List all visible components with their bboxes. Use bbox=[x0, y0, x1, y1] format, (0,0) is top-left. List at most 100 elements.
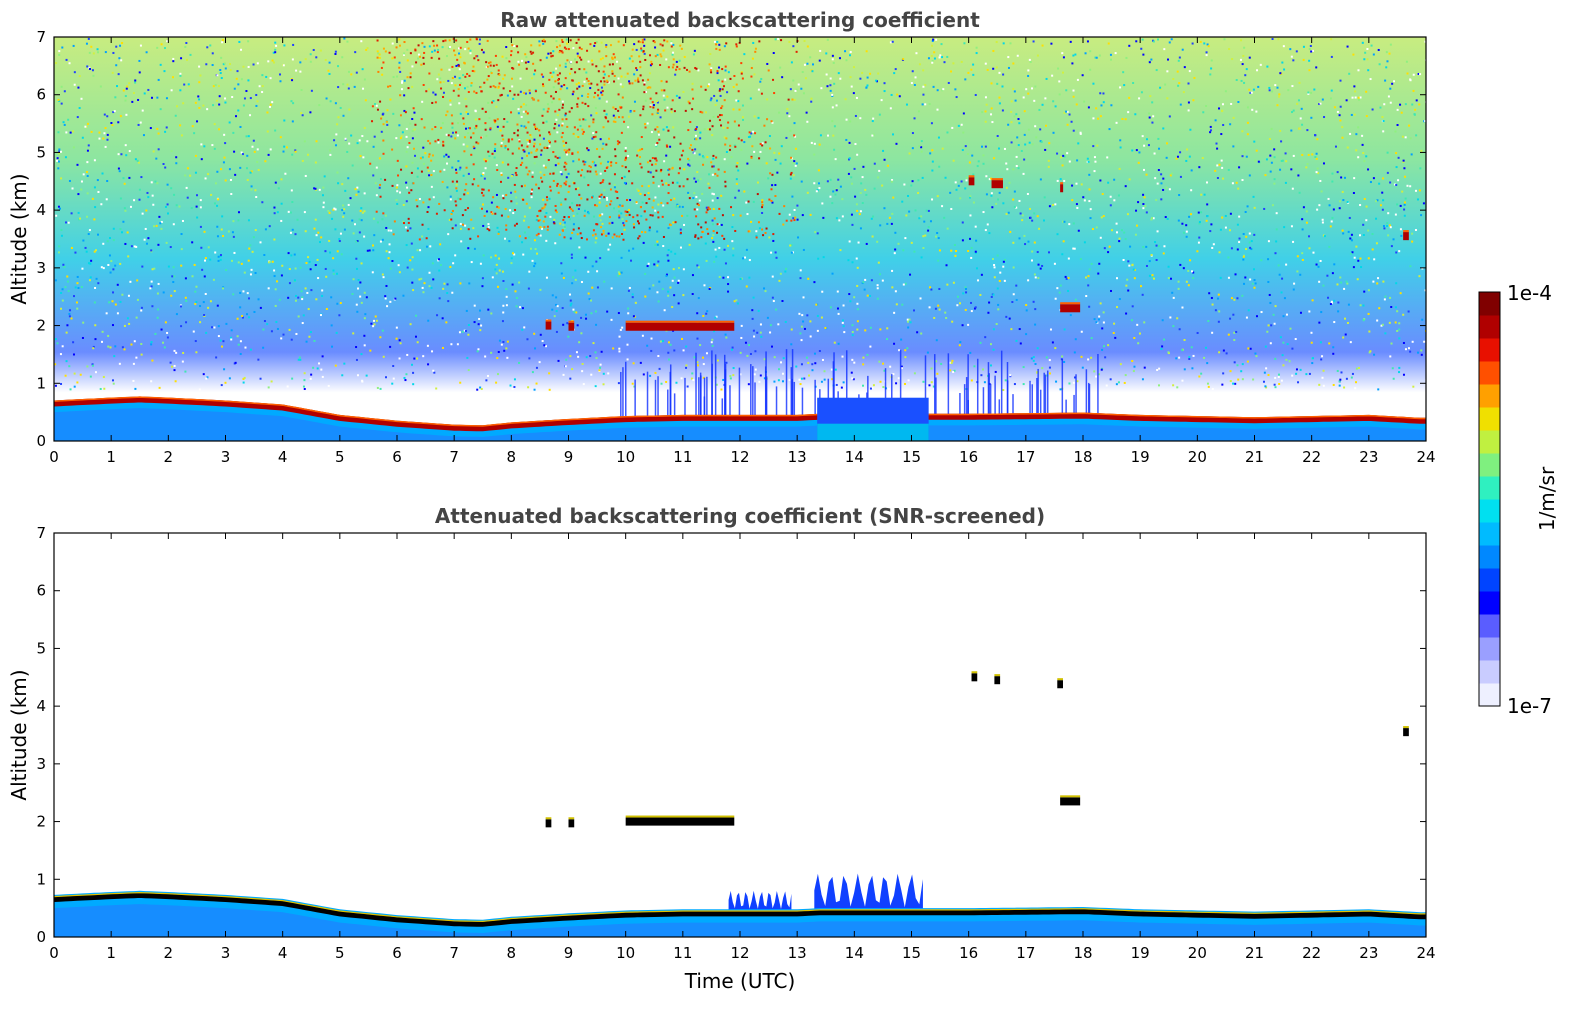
noise-speck bbox=[1217, 320, 1220, 323]
noise-speck-high bbox=[615, 161, 618, 164]
noise-speck bbox=[1072, 129, 1075, 132]
noise-speck bbox=[286, 385, 289, 388]
noise-speck-high bbox=[575, 41, 578, 44]
noise-speck bbox=[1187, 101, 1190, 104]
noise-speck bbox=[1255, 110, 1258, 113]
noise-speck bbox=[540, 153, 543, 156]
noise-speck bbox=[102, 267, 105, 270]
noise-speck bbox=[307, 308, 310, 311]
noise-speck-high bbox=[516, 123, 519, 126]
noise-speck bbox=[324, 250, 327, 253]
noise-speck bbox=[1418, 189, 1421, 192]
noise-speck bbox=[949, 361, 952, 364]
noise-speck bbox=[1110, 289, 1113, 292]
noise-speck bbox=[820, 87, 823, 90]
noise-speck-high bbox=[716, 70, 719, 73]
noise-speck bbox=[364, 313, 367, 316]
noise-speck-high bbox=[560, 136, 563, 139]
noise-speck bbox=[1265, 158, 1268, 161]
noise-speck bbox=[422, 146, 425, 149]
noise-speck bbox=[433, 371, 436, 374]
noise-speck bbox=[224, 97, 227, 100]
noise-speck bbox=[588, 298, 591, 301]
noise-speck bbox=[1346, 146, 1349, 149]
noise-speck bbox=[891, 212, 894, 215]
noise-speck bbox=[492, 100, 495, 103]
noise-speck bbox=[449, 103, 452, 106]
noise-speck bbox=[94, 324, 97, 327]
noise-speck bbox=[1277, 38, 1280, 41]
noise-speck bbox=[1355, 245, 1358, 248]
noise-speck bbox=[132, 379, 135, 382]
noise-speck bbox=[1238, 241, 1241, 244]
noise-speck bbox=[1334, 145, 1337, 148]
noise-speck bbox=[643, 44, 646, 47]
noise-speck bbox=[560, 272, 563, 275]
noise-speck bbox=[582, 383, 585, 386]
noise-speck bbox=[1041, 103, 1044, 106]
noise-speck bbox=[1283, 297, 1286, 300]
noise-speck-high bbox=[497, 99, 500, 102]
noise-speck bbox=[157, 282, 160, 285]
noise-speck bbox=[809, 320, 812, 323]
noise-speck-high bbox=[577, 38, 580, 41]
noise-speck-high bbox=[704, 88, 707, 91]
noise-speck-high bbox=[541, 207, 544, 210]
noise-speck bbox=[247, 135, 250, 138]
noise-speck bbox=[716, 359, 719, 362]
noise-speck bbox=[1316, 167, 1319, 170]
noise-speck bbox=[755, 235, 758, 238]
noise-speck bbox=[742, 257, 745, 260]
noise-speck bbox=[718, 246, 721, 249]
noise-speck bbox=[972, 63, 975, 66]
noise-speck-high bbox=[649, 54, 652, 57]
noise-speck-high bbox=[558, 49, 561, 52]
noise-speck bbox=[556, 305, 559, 308]
noise-speck-high bbox=[688, 147, 691, 150]
noise-speck bbox=[228, 168, 231, 171]
noise-speck bbox=[584, 313, 587, 316]
noise-speck bbox=[844, 50, 847, 53]
noise-speck bbox=[291, 79, 294, 82]
noise-speck bbox=[696, 208, 699, 211]
noise-speck bbox=[467, 127, 470, 130]
noise-speck bbox=[555, 303, 558, 306]
noise-speck bbox=[502, 280, 505, 283]
noise-speck bbox=[716, 40, 719, 43]
noise-speck bbox=[125, 87, 128, 90]
noise-speck bbox=[977, 160, 980, 163]
noise-speck bbox=[1248, 56, 1251, 59]
noise-speck bbox=[941, 56, 944, 59]
noise-speck bbox=[230, 338, 233, 341]
noise-speck bbox=[548, 372, 551, 375]
noise-speck bbox=[1263, 371, 1266, 374]
noise-speck bbox=[1181, 349, 1184, 352]
noise-speck bbox=[1241, 130, 1244, 133]
noise-speck bbox=[1298, 191, 1301, 194]
noise-speck bbox=[1249, 278, 1252, 281]
noise-speck bbox=[1237, 187, 1240, 190]
noise-speck bbox=[301, 114, 304, 117]
noise-speck-high bbox=[532, 145, 535, 148]
noise-speck bbox=[1119, 86, 1122, 89]
noise-speck bbox=[1397, 179, 1400, 182]
noise-speck bbox=[627, 155, 630, 158]
noise-speck-high bbox=[502, 125, 505, 128]
noise-speck bbox=[665, 380, 668, 383]
noise-speck bbox=[483, 158, 486, 161]
noise-speck bbox=[372, 145, 375, 148]
noise-speck bbox=[293, 279, 296, 282]
noise-speck bbox=[527, 142, 530, 145]
noise-speck bbox=[269, 103, 272, 106]
noise-speck bbox=[445, 153, 448, 156]
noise-speck bbox=[1206, 382, 1209, 385]
noise-speck bbox=[392, 112, 395, 115]
noise-speck bbox=[1101, 348, 1104, 351]
noise-speck bbox=[329, 149, 332, 152]
noise-speck bbox=[572, 308, 575, 311]
noise-speck-high bbox=[599, 214, 602, 217]
noise-speck bbox=[779, 66, 782, 69]
noise-speck bbox=[1389, 87, 1392, 90]
noise-speck bbox=[885, 338, 888, 341]
noise-speck bbox=[1279, 129, 1282, 132]
